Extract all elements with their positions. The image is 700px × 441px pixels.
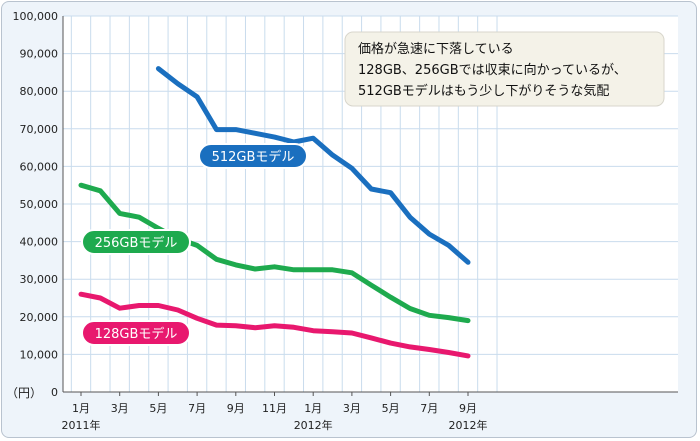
- axes: [62, 16, 678, 393]
- x-tick-label: 5月: [382, 402, 400, 415]
- x-tick-year-label: 2012年: [449, 418, 488, 432]
- y-axis-unit-label: （円）: [6, 386, 42, 400]
- x-tick-label: 9月: [227, 402, 245, 415]
- y-tick-label: 80,000: [20, 85, 59, 98]
- series-label-pill-0: [198, 143, 308, 169]
- y-tick-label: 50,000: [20, 198, 59, 211]
- annotation-line: 128GB、256GBでは収束に向かっているが、: [358, 62, 627, 78]
- annotation-line: 価格が急速に下落している: [358, 41, 514, 57]
- annotation-background: [344, 31, 665, 107]
- y-tick-label: 100,000: [13, 10, 59, 23]
- x-tick-year-label: 2012年: [294, 418, 333, 432]
- series-label-pill-2: [81, 320, 191, 346]
- y-tick-label: 20,000: [20, 311, 59, 324]
- series-label-2: 128GBモデル: [95, 326, 178, 342]
- x-tick-label: 3月: [111, 402, 129, 415]
- annotation-box: 価格が急速に下落している 128GB、256GBでは収束に向かっているが、 512G…: [344, 31, 665, 107]
- y-tick-label: 40,000: [20, 236, 59, 249]
- x-tick-labels: 1月 2011年 3月 5月 7月 9月 11月 1月 2012年 3月 5月 7月 9月 2012年: [62, 392, 488, 432]
- series-label-pill-1: [81, 229, 191, 255]
- series-line-2: [78, 291, 471, 359]
- x-tick-label: 7月: [420, 402, 438, 415]
- x-tick-label: 1月: [72, 402, 90, 415]
- x-tick-label: 11月: [262, 402, 287, 415]
- series-label-1: 256GBモデル: [95, 235, 178, 251]
- y-tick-label: 0: [51, 386, 58, 399]
- x-tick-label: 3月: [343, 402, 361, 415]
- y-tick-label: 90,000: [20, 48, 59, 61]
- series-label-0: 512GBモデル: [212, 149, 295, 165]
- y-tick-labels: 0 10,000 20,000 30,000 40,000 50,000 60,000 70,…: [13, 10, 59, 399]
- y-tick-label: 70,000: [20, 123, 59, 136]
- x-tick-label: 9月: [459, 402, 477, 415]
- x-tick-label: 1月: [304, 402, 322, 415]
- series-line-1: [78, 182, 471, 324]
- annotation-line: 512GBモデルはもう少し下がりそうな気配: [358, 83, 609, 99]
- series-lines: [78, 66, 471, 359]
- x-tick-label: 7月: [188, 402, 206, 415]
- series-line-0: [155, 66, 471, 265]
- x-tick-year-label: 2011年: [62, 418, 101, 432]
- y-tick-label: 10,000: [20, 348, 59, 361]
- y-tick-label: 30,000: [20, 273, 59, 286]
- y-tick-label: 60,000: [20, 160, 59, 173]
- x-tick-label: 5月: [149, 402, 167, 415]
- series-labels: 512GBモデル 256GBモデル 128GBモデル: [81, 143, 308, 346]
